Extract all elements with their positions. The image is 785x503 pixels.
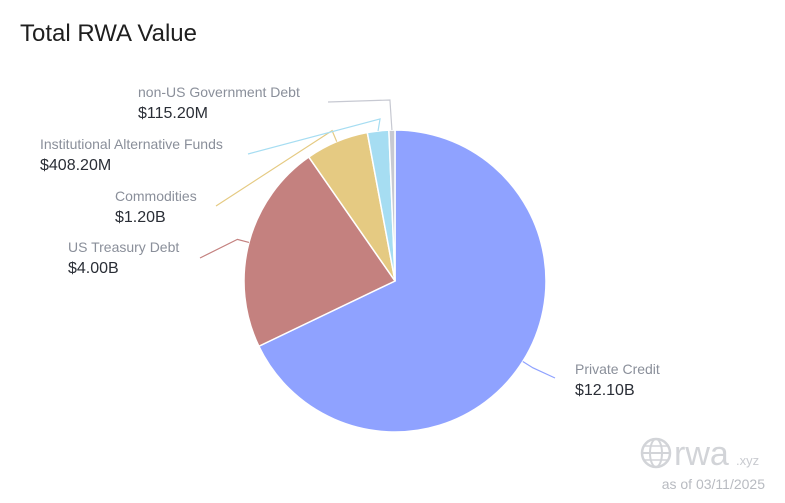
slice-label-name: Commodities [115,188,197,204]
watermark-domain: .xyz [736,453,759,468]
slice-label-value: $1.20B [115,209,166,226]
slice-label-value: $408.20M [40,157,111,174]
leader-line-0 [522,360,556,379]
globe-icon [640,437,672,469]
as-of-date: as of 03/11/2025 [662,476,765,492]
leader-line-4 [327,99,393,131]
slice-label-name: non-US Government Debt [138,84,300,100]
pie-slice-private-credit[interactable] [257,129,547,433]
pie-slice-us-treasury-debt[interactable] [243,155,397,348]
leader-line-1 [199,238,250,259]
slice-label-name: Private Credit [575,361,660,377]
slice-label-value: $12.10B [575,382,635,399]
slice-label-name: US Treasury Debt [68,239,179,255]
slice-label-value: $115.20M [138,105,208,122]
slice-label-value: $4.00B [68,260,119,277]
slice-label-name: Institutional Alternative Funds [40,136,223,152]
leader-line-2 [215,129,338,207]
watermark-brand: rwa [674,435,729,473]
chart-title: Total RWA Value [20,20,197,47]
leader-line-3 [247,118,381,155]
watermark: rwa .xyz as of 03/11/2025 [640,435,765,492]
